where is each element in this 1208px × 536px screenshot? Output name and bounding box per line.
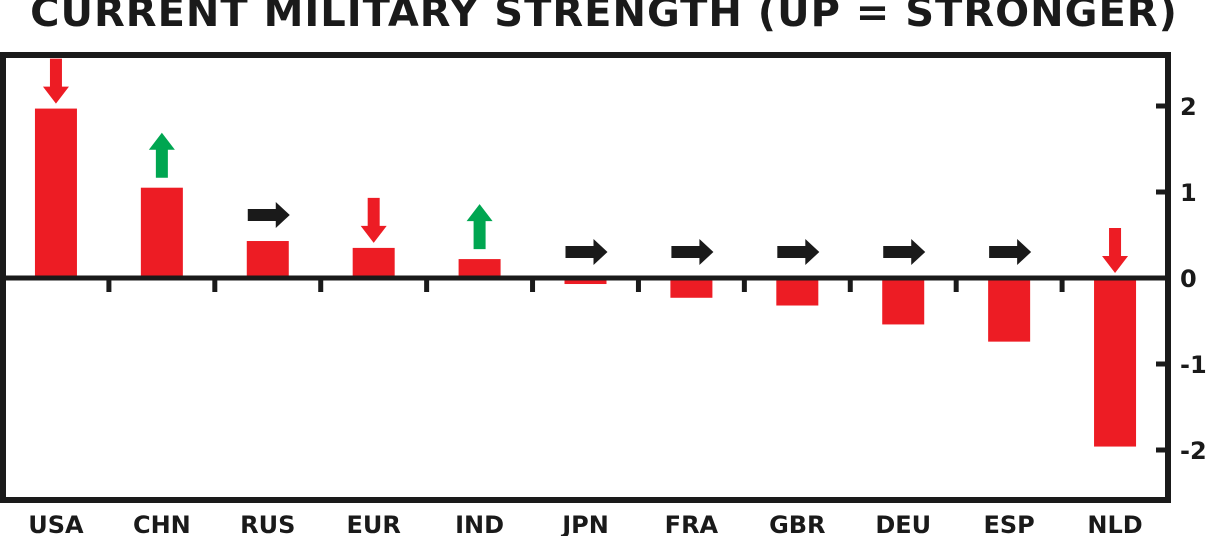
x-label-usa: USA bbox=[28, 511, 84, 536]
trend-arrow-flat-icon bbox=[883, 239, 926, 265]
bar-chn bbox=[140, 187, 183, 278]
trend-arrow-flat-icon bbox=[989, 239, 1032, 265]
chart-title: CURRENT MILITARY STRENGTH (UP = STRONGER… bbox=[30, 0, 1178, 36]
bar-deu bbox=[882, 278, 925, 325]
trend-arrow-flat-icon bbox=[777, 239, 820, 265]
bars-layer bbox=[34, 108, 1137, 447]
trend-arrow-down-icon bbox=[42, 58, 69, 104]
x-label-gbr: GBR bbox=[769, 511, 825, 536]
bar-esp bbox=[988, 278, 1031, 342]
trend-arrow-down-icon bbox=[1102, 228, 1129, 273]
trend-arrow-flat-icon bbox=[565, 239, 608, 265]
bar-ind bbox=[458, 259, 501, 278]
y-tick-label: -1 bbox=[1180, 351, 1207, 379]
x-label-rus: RUS bbox=[240, 511, 295, 536]
bar-fra bbox=[670, 278, 713, 298]
x-label-eur: EUR bbox=[346, 511, 400, 536]
y-tick-label: 2 bbox=[1180, 93, 1197, 121]
x-label-jpn: JPN bbox=[560, 511, 609, 536]
trend-arrow-flat-icon bbox=[247, 202, 290, 229]
trend-arrow-down-icon bbox=[360, 197, 387, 243]
x-ticks bbox=[106, 278, 1065, 292]
x-label-esp: ESP bbox=[983, 511, 1034, 536]
y-axis: 2 1 0 -1 -2 bbox=[1156, 93, 1207, 465]
x-label-nld: NLD bbox=[1087, 511, 1142, 536]
trend-arrow-up-icon bbox=[148, 132, 175, 178]
x-label-ind: IND bbox=[455, 511, 504, 536]
bar-nld bbox=[1094, 278, 1137, 447]
x-axis-labels: USA CHN RUS EUR IND JPN FRA GBR DEU ESP NLD bbox=[28, 511, 1142, 536]
trend-arrow-up-icon bbox=[466, 204, 493, 250]
x-label-deu: DEU bbox=[875, 511, 931, 536]
trend-arrow-flat-icon bbox=[671, 239, 714, 265]
y-tick-label: 0 bbox=[1180, 265, 1197, 293]
y-tick-label: 1 bbox=[1180, 179, 1197, 207]
bar-jpn bbox=[564, 278, 607, 285]
bar-usa bbox=[34, 108, 77, 278]
y-tick-label: -2 bbox=[1180, 437, 1207, 465]
bar-gbr bbox=[776, 278, 819, 306]
trend-arrows bbox=[42, 58, 1129, 273]
bar-rus bbox=[246, 241, 289, 278]
x-label-fra: FRA bbox=[665, 511, 719, 536]
x-label-chn: CHN bbox=[133, 511, 191, 536]
bar-eur bbox=[352, 247, 395, 278]
